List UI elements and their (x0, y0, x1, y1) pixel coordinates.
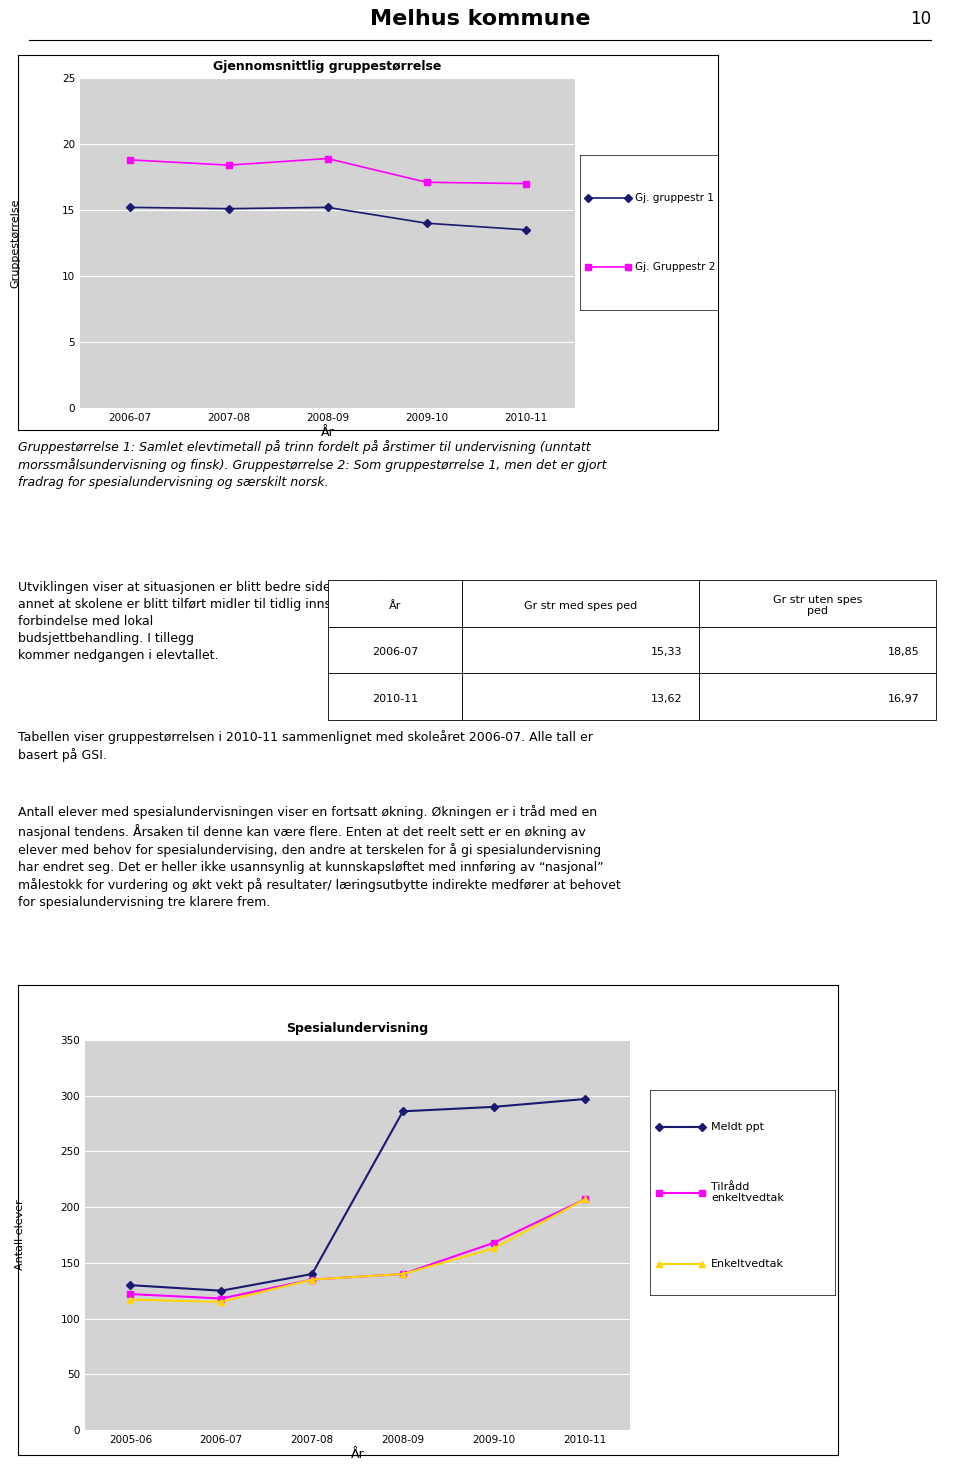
Text: 18,85: 18,85 (888, 647, 920, 657)
Text: Gr str uten spes
ped: Gr str uten spes ped (773, 595, 862, 616)
Text: Utviklingen viser at situasjonen er blitt bedre siden skoleåret 2008-09. Dette s: Utviklingen viser at situasjonen er blit… (18, 580, 586, 662)
Text: Meldt ppt: Meldt ppt (711, 1123, 764, 1131)
Bar (699, 626, 936, 674)
Y-axis label: Antall elever: Antall elever (15, 1199, 25, 1270)
Bar (699, 674, 936, 719)
Text: 2010-11: 2010-11 (372, 694, 418, 705)
X-axis label: År: År (321, 425, 334, 439)
Text: Tilrådd
enkeltvedtak: Tilrådd enkeltvedtak (711, 1182, 784, 1204)
Bar (699, 580, 936, 626)
Text: Gr str med spes ped: Gr str med spes ped (524, 601, 636, 610)
X-axis label: År: År (350, 1447, 365, 1461)
Bar (328, 626, 462, 674)
Text: 16,97: 16,97 (888, 694, 920, 705)
Text: Enkeltvedtak: Enkeltvedtak (711, 1260, 784, 1269)
Text: 2006-07: 2006-07 (372, 647, 418, 657)
Y-axis label: Gruppestørrelse: Gruppestørrelse (11, 198, 20, 288)
Bar (328, 674, 462, 719)
Text: Antall elever med spesialundervisningen viser en fortsatt økning. Økningen er i : Antall elever med spesialundervisningen … (18, 805, 621, 910)
Text: År: År (389, 601, 401, 610)
Title: Gjennomsnittlig gruppestørrelse: Gjennomsnittlig gruppestørrelse (213, 59, 442, 72)
Text: Gj. gruppestr 1: Gj. gruppestr 1 (636, 193, 714, 204)
Bar (462, 580, 699, 626)
Title: Spesialundervisning: Spesialundervisning (286, 1022, 428, 1035)
Text: Gj. Gruppestr 2: Gj. Gruppestr 2 (636, 261, 715, 272)
Text: 13,62: 13,62 (651, 694, 683, 705)
Text: Melhus kommune: Melhus kommune (370, 9, 590, 30)
Text: Gruppestørrelse 1: Samlet elevtimetall på trinn fordelt på årstimer til undervis: Gruppestørrelse 1: Samlet elevtimetall p… (18, 440, 607, 489)
Bar (462, 674, 699, 719)
Text: Tabellen viser gruppestørrelsen i 2010-11 sammenlignet med skoleåret 2006-07. Al: Tabellen viser gruppestørrelsen i 2010-1… (18, 730, 593, 762)
Text: 15,33: 15,33 (651, 647, 683, 657)
Bar (328, 580, 462, 626)
Bar (462, 626, 699, 674)
Text: 10: 10 (910, 10, 931, 28)
